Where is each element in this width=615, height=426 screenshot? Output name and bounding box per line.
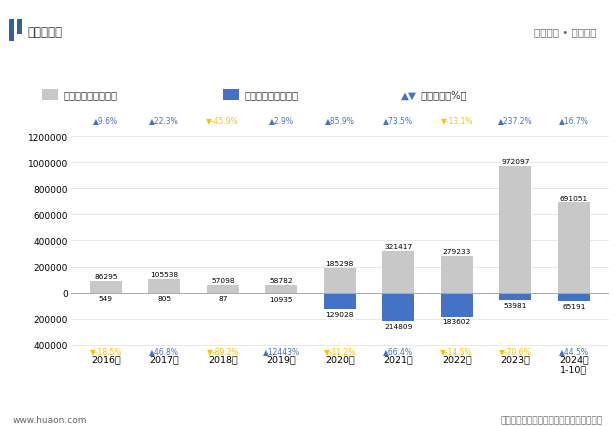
Text: ▼-45.9%: ▼-45.9% xyxy=(207,116,239,125)
Text: 2016-2024年10月福州综合保税区进、出口额: 2016-2024年10月福州综合保税区进、出口额 xyxy=(170,57,445,75)
Bar xyxy=(382,251,415,293)
Text: ▲46.8%: ▲46.8% xyxy=(149,346,179,355)
Text: 321417: 321417 xyxy=(384,243,413,249)
Text: 57098: 57098 xyxy=(211,277,234,284)
Bar xyxy=(223,89,239,101)
Text: ▲22.3%: ▲22.3% xyxy=(149,116,179,125)
Text: 58782: 58782 xyxy=(269,277,293,283)
Text: 87: 87 xyxy=(218,295,228,301)
Text: 10935: 10935 xyxy=(269,296,293,302)
Text: 691051: 691051 xyxy=(560,195,588,201)
Text: 53981: 53981 xyxy=(504,302,527,308)
Text: ▲73.5%: ▲73.5% xyxy=(383,116,413,125)
Bar xyxy=(441,293,473,317)
Text: 同比增速（%）: 同比增速（%） xyxy=(418,90,467,101)
Text: www.huaon.com: www.huaon.com xyxy=(12,415,87,424)
Bar xyxy=(207,285,239,293)
Bar xyxy=(42,89,58,101)
Text: ▼-18.5%: ▼-18.5% xyxy=(90,346,122,355)
Bar xyxy=(265,293,298,294)
Bar xyxy=(323,269,356,293)
Text: 214809: 214809 xyxy=(384,323,413,329)
Bar xyxy=(323,293,356,310)
Text: 549: 549 xyxy=(99,295,113,301)
Bar xyxy=(17,20,22,35)
Text: 185298: 185298 xyxy=(325,261,354,267)
Text: ▲44.5%: ▲44.5% xyxy=(559,346,589,355)
Text: ▲12443%: ▲12443% xyxy=(263,346,300,355)
Text: ▼-13.1%: ▼-13.1% xyxy=(440,116,473,125)
Text: 86295: 86295 xyxy=(94,274,117,280)
Text: ▲▼: ▲▼ xyxy=(402,90,418,101)
Text: ▲85.9%: ▲85.9% xyxy=(325,116,355,125)
Text: ▼-14.5%: ▼-14.5% xyxy=(440,346,473,355)
Text: ▼-89.2%: ▼-89.2% xyxy=(207,346,239,355)
Bar xyxy=(265,285,298,293)
Text: ▲16.7%: ▲16.7% xyxy=(559,116,589,125)
Text: 进口总额（千美元）: 进口总额（千美元） xyxy=(244,90,298,101)
Text: ▲66.4%: ▲66.4% xyxy=(383,346,413,355)
Bar xyxy=(499,167,531,293)
Bar xyxy=(90,282,122,293)
Bar xyxy=(441,256,473,293)
Text: 805: 805 xyxy=(157,295,172,301)
Text: 183602: 183602 xyxy=(443,319,471,325)
Text: ▼-70.6%: ▼-70.6% xyxy=(499,346,531,355)
Text: 华经情报网: 华经情报网 xyxy=(28,26,63,38)
Text: 279233: 279233 xyxy=(443,249,471,255)
Bar xyxy=(499,293,531,300)
Bar xyxy=(558,203,590,293)
Text: 专业严谨 • 客观科学: 专业严谨 • 客观科学 xyxy=(534,27,597,37)
Text: 数据来源：中国海关；华经产业研究院整理: 数据来源：中国海关；华经产业研究院整理 xyxy=(501,415,603,424)
Text: 出口总额（千美元）: 出口总额（千美元） xyxy=(63,90,117,101)
Text: ▲9.6%: ▲9.6% xyxy=(93,116,118,125)
Text: 105538: 105538 xyxy=(150,271,178,277)
Bar xyxy=(148,279,180,293)
Text: ▼-11.2%: ▼-11.2% xyxy=(323,346,356,355)
Bar xyxy=(382,293,415,321)
Bar xyxy=(9,20,14,42)
Text: 129028: 129028 xyxy=(325,312,354,318)
Bar xyxy=(558,293,590,301)
Text: 972097: 972097 xyxy=(501,158,530,164)
Text: 65191: 65191 xyxy=(562,303,585,309)
Text: ▲237.2%: ▲237.2% xyxy=(498,116,533,125)
Text: ▲2.9%: ▲2.9% xyxy=(269,116,294,125)
